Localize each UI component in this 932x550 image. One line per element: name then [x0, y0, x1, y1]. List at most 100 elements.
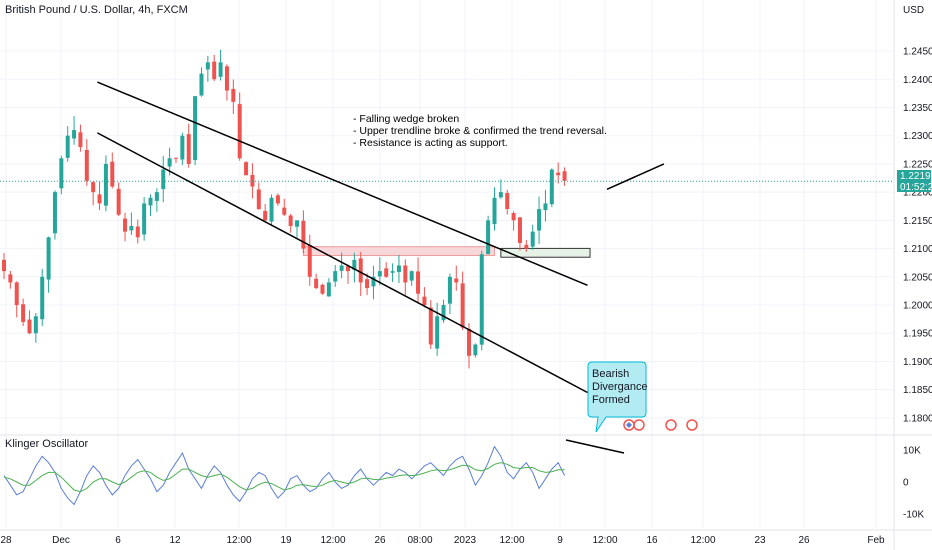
- economic-event-icons[interactable]: [623, 419, 698, 431]
- candle-body: [250, 174, 255, 187]
- candle-body: [301, 220, 306, 249]
- candle-body: [269, 197, 274, 222]
- x-tick-label: 12:00: [226, 535, 251, 546]
- candles: [0, 49, 894, 369]
- candle-body: [123, 218, 128, 232]
- candle-body: [78, 132, 83, 147]
- candle-body: [59, 158, 64, 189]
- osc-y-tick-label: 10K: [903, 445, 921, 456]
- candle-body: [517, 217, 522, 243]
- y-tick-label: 1.24500: [903, 47, 932, 58]
- candle-body: [486, 220, 491, 255]
- candle-body: [454, 278, 459, 283]
- candle-body: [447, 276, 452, 304]
- candle-body: [371, 276, 376, 287]
- candle-body: [193, 96, 198, 161]
- candle-body: [460, 283, 465, 328]
- candle-body: [244, 162, 249, 176]
- trendline: [97, 132, 588, 394]
- candle-body: [180, 135, 185, 160]
- bearish-divergence-callout[interactable]: Bearish Divergance Formed: [587, 361, 648, 433]
- resistance-zone: [302, 246, 495, 257]
- candle-body: [479, 254, 484, 345]
- chart-title: British Pound / U.S. Dollar, 4h, FXCM: [5, 4, 188, 16]
- currency-label: USD: [903, 5, 924, 16]
- y-tick-label: 1.22000: [903, 188, 932, 199]
- y-tick-label: 1.21000: [903, 244, 932, 255]
- candle-body: [91, 182, 96, 193]
- candle-body: [218, 62, 223, 77]
- candle-body: [231, 88, 236, 102]
- y-tick-label: 1.22500: [903, 159, 932, 170]
- candle-body: [358, 258, 363, 283]
- y-tick-label: 1.21500: [903, 216, 932, 227]
- event-icon[interactable]: [665, 419, 677, 431]
- event-icon[interactable]: [686, 419, 698, 431]
- x-tick-label: 12:00: [499, 535, 524, 546]
- candle-body: [282, 207, 287, 215]
- y-tick-label: 1.18500: [903, 385, 932, 396]
- candle-body: [441, 305, 446, 321]
- candle-body: [116, 188, 121, 215]
- candle-body: [135, 226, 140, 238]
- candle-body: [409, 271, 414, 281]
- candle-body: [511, 213, 516, 221]
- note-line-3: - Resistance is acting as support.: [353, 137, 508, 149]
- x-tick-label: 2023: [454, 535, 477, 546]
- y-tick-label: 1.24000: [903, 75, 932, 86]
- countdown: 01:52:28: [900, 182, 932, 193]
- candle-body: [498, 192, 503, 198]
- candle-body: [422, 296, 427, 306]
- candle-body: [2, 259, 6, 272]
- candle-body: [142, 203, 147, 235]
- candle-body: [186, 134, 191, 164]
- candle-body: [173, 157, 178, 159]
- candle-body: [543, 203, 548, 211]
- candle-body: [524, 244, 529, 249]
- y-tick-label: 1.20000: [903, 301, 932, 312]
- callout-line-3: Formed: [592, 394, 630, 406]
- last-price-tag: 1.22193 01:52:28: [897, 170, 932, 193]
- candle-body: [40, 276, 45, 320]
- candle-body: [46, 237, 51, 280]
- candle-body: [33, 316, 38, 334]
- candle-body: [199, 73, 204, 96]
- y-tick-label: 1.23500: [903, 103, 932, 114]
- candle-body: [352, 259, 357, 270]
- y-tick-label: 1.23000: [903, 131, 932, 142]
- candle-body: [435, 316, 440, 349]
- zones: [302, 246, 591, 258]
- candle-body: [275, 195, 280, 204]
- x-tick-label: Feb: [867, 535, 885, 546]
- osc-y-tick-label: 0: [903, 478, 909, 489]
- candle-body: [384, 268, 389, 277]
- candle-body: [8, 274, 13, 283]
- x-tick-label: 16: [646, 535, 658, 546]
- trendlines: [97, 81, 665, 394]
- candle-body: [84, 149, 89, 181]
- oscillator-pane: [3, 439, 625, 506]
- oscillator-divergence-line: [565, 439, 625, 454]
- candle-body: [326, 282, 331, 297]
- x-tick-label: 12:00: [320, 535, 345, 546]
- candle-body: [212, 61, 217, 80]
- x-tick-label: 6: [115, 535, 121, 546]
- x-tick-label: 12:00: [592, 535, 617, 546]
- signal-line: [3, 462, 565, 493]
- candle-body: [205, 62, 210, 70]
- last-price: 1.22193: [900, 171, 932, 182]
- candle-body: [161, 169, 166, 190]
- candle-body: [333, 271, 338, 282]
- x-tick-label: 19: [280, 535, 292, 546]
- candle-body: [256, 189, 261, 210]
- candle-body: [320, 284, 325, 294]
- grid-lines: [0, 0, 893, 527]
- candle-body: [27, 319, 32, 334]
- note-line-1: - Falling wedge broken: [353, 113, 459, 125]
- candle-body: [345, 266, 350, 272]
- event-icon[interactable]: [633, 419, 645, 431]
- x-tick-label: 08:00: [407, 535, 432, 546]
